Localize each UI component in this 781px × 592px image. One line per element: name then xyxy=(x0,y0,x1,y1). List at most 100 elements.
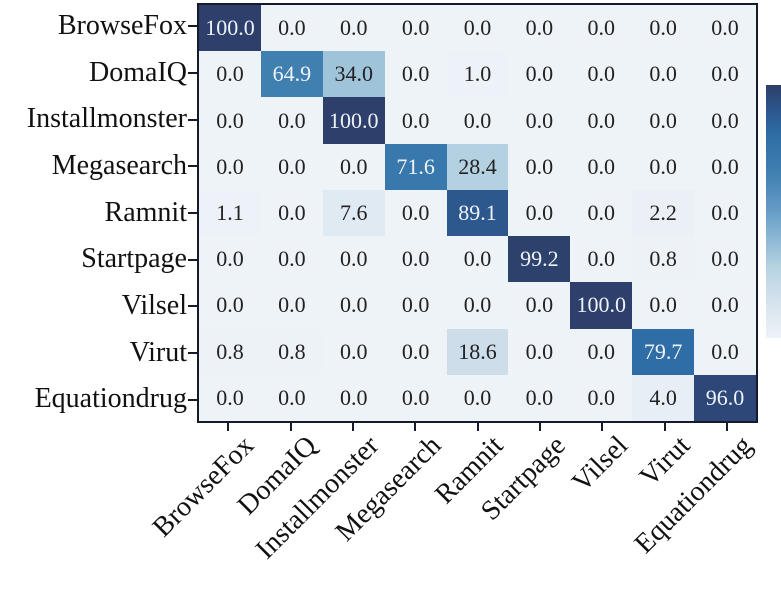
matrix-cell: 0.0 xyxy=(199,374,261,421)
matrix-cell: 1.1 xyxy=(199,189,261,237)
y-tick-mark xyxy=(188,352,197,354)
matrix-cell: 71.6 xyxy=(384,143,447,190)
matrix-cell: 1.0 xyxy=(446,51,509,98)
matrix-cell: 0.0 xyxy=(632,282,695,329)
matrix-cell: 7.6 xyxy=(322,189,385,237)
y-tick-mark xyxy=(188,212,197,214)
matrix-cell: 0.0 xyxy=(694,236,756,283)
matrix-cell: 0.0 xyxy=(508,282,571,329)
matrix-cell: 0.0 xyxy=(570,51,633,98)
matrix-cell: 0.0 xyxy=(508,5,571,52)
matrix-cell: 0.0 xyxy=(322,282,385,329)
matrix-cell: 0.0 xyxy=(322,374,385,421)
y-tick-mark xyxy=(188,305,197,308)
column-label: Vilsel xyxy=(566,430,635,499)
matrix-cell: 0.0 xyxy=(446,5,509,52)
y-tick-mark xyxy=(188,258,197,261)
matrix-cell: 0.0 xyxy=(260,236,323,283)
matrix-cell: 0.0 xyxy=(694,282,756,329)
y-tick-mark xyxy=(188,72,197,74)
matrix-cell: 0.0 xyxy=(570,236,633,283)
y-tick-mark xyxy=(188,165,197,168)
matrix-cell: 79.7 xyxy=(632,328,695,375)
x-tick-mark xyxy=(289,423,292,431)
matrix-cell: 18.6 xyxy=(446,328,509,375)
matrix-cell: 0.0 xyxy=(199,51,261,98)
heatmap-plot-area: 100.0 0.0 0.0 0.0 0.0 0.0 0.0 0.0 0.0 0.0 64.9 34.0… xyxy=(197,3,758,423)
matrix-cell: 28.4 xyxy=(446,143,509,190)
matrix-cell: 0.0 xyxy=(694,97,756,144)
matrix-cell: 89.1 xyxy=(446,189,509,237)
matrix-cell: 0.0 xyxy=(694,328,756,375)
matrix-cell: 0.8 xyxy=(260,328,323,375)
row-label: Virut xyxy=(129,336,187,368)
row-label: Installmonster xyxy=(26,103,187,135)
matrix-cell: 0.0 xyxy=(446,97,509,144)
matrix-cell: 0.0 xyxy=(632,143,695,190)
row-label: DomaIQ xyxy=(89,56,187,88)
y-tick-mark xyxy=(188,398,197,401)
matrix-cell: 0.0 xyxy=(199,282,261,329)
matrix-cell: 0.0 xyxy=(570,97,633,144)
x-tick-mark xyxy=(538,423,541,431)
matrix-cell: 0.0 xyxy=(632,5,695,52)
x-tick-mark xyxy=(663,423,666,431)
row-label: BrowseFox xyxy=(57,10,187,41)
matrix-cell: 0.0 xyxy=(508,189,571,237)
matrix-cell: 0.0 xyxy=(570,143,633,190)
matrix-cell: 0.8 xyxy=(632,236,695,283)
x-tick-mark xyxy=(725,423,728,431)
matrix-cell: 0.0 xyxy=(694,51,756,98)
matrix-cell: 100.0 xyxy=(322,97,385,144)
matrix-cell: 0.0 xyxy=(570,189,633,237)
matrix-cell: 2.2 xyxy=(632,189,695,237)
y-tick-mark xyxy=(188,25,197,28)
matrix-cell: 0.0 xyxy=(570,328,633,375)
matrix-cell: 0.0 xyxy=(260,374,323,421)
matrix-cell: 99.2 xyxy=(508,236,571,283)
matrix-cell: 0.0 xyxy=(508,97,571,144)
matrix-cell: 0.0 xyxy=(508,51,571,98)
matrix-cell: 0.0 xyxy=(508,374,571,421)
matrix-cell: 0.0 xyxy=(260,282,323,329)
matrix-cell: 0.0 xyxy=(694,5,756,52)
colorbar xyxy=(766,85,781,338)
matrix-cell: 0.0 xyxy=(508,143,571,190)
matrix-cell: 0.0 xyxy=(322,143,385,190)
x-tick-mark xyxy=(351,423,354,431)
matrix-cell: 100.0 xyxy=(570,282,633,329)
matrix-cell: 0.0 xyxy=(322,236,385,283)
row-label: Vilsel xyxy=(121,290,187,321)
matrix-cell: 0.0 xyxy=(199,143,261,190)
matrix-cell: 0.0 xyxy=(632,97,695,144)
matrix-cell: 0.0 xyxy=(260,143,323,190)
matrix-cell: 0.0 xyxy=(384,282,447,329)
row-label: Ramnit xyxy=(104,196,187,228)
matrix-cell: 0.0 xyxy=(322,5,385,52)
matrix-cell: 0.0 xyxy=(694,143,756,190)
matrix-cell: 0.0 xyxy=(384,236,447,283)
matrix-cell: 0.0 xyxy=(570,374,633,421)
matrix-cell: 0.0 xyxy=(384,328,447,375)
matrix-cell: 0.0 xyxy=(446,236,509,283)
x-tick-mark xyxy=(476,423,479,431)
x-tick-mark xyxy=(414,423,417,431)
matrix-cell: 0.0 xyxy=(384,97,447,144)
matrix-cell: 0.0 xyxy=(199,236,261,283)
matrix-cell: 0.8 xyxy=(199,328,261,375)
matrix-cell: 4.0 xyxy=(632,374,695,421)
matrix-cell: 64.9 xyxy=(260,51,323,98)
matrix-cell: 0.0 xyxy=(384,5,447,52)
matrix-cell: 0.0 xyxy=(694,189,756,237)
matrix-cell: 100.0 xyxy=(199,5,261,52)
x-tick-mark xyxy=(601,423,604,431)
matrix-cell: 96.0 xyxy=(694,374,756,421)
matrix-cell: 0.0 xyxy=(384,374,447,421)
matrix-cell: 0.0 xyxy=(260,189,323,237)
matrix-cell: 0.0 xyxy=(632,51,695,98)
matrix-cell: 0.0 xyxy=(384,189,447,237)
matrix-cell: 0.0 xyxy=(260,97,323,144)
matrix-cell: 0.0 xyxy=(508,328,571,375)
y-tick-mark xyxy=(188,118,197,121)
